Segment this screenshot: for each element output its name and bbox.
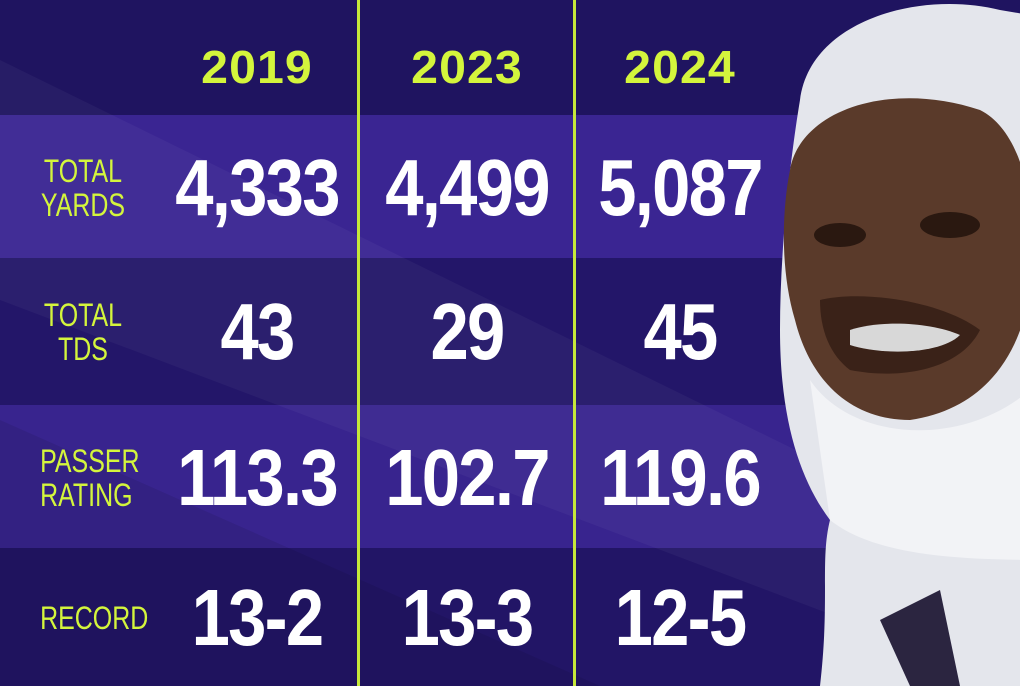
stat-value: 13-2 xyxy=(191,573,325,662)
row-label: TOTAL TDS xyxy=(43,297,123,367)
row-label: PASSER RATING xyxy=(40,443,140,513)
stat-value: 13-3 xyxy=(401,573,535,662)
row-label: RECORD xyxy=(40,600,149,636)
column-header: 2024 xyxy=(624,41,736,93)
column-divider xyxy=(573,0,576,686)
stat-value: 119.6 xyxy=(600,433,761,522)
player-photo xyxy=(780,4,1020,686)
stat-value: 5,087 xyxy=(598,143,763,232)
stat-value: 29 xyxy=(430,287,505,376)
stat-value: 43 xyxy=(220,287,295,376)
stat-value: 102.7 xyxy=(385,433,550,522)
stat-value: 113.3 xyxy=(177,433,338,522)
stat-value: 45 xyxy=(643,287,718,376)
column-header: 2019 xyxy=(201,41,313,93)
column-header: 2023 xyxy=(411,41,523,93)
row-label: TOTAL YARDS xyxy=(40,153,126,223)
column-divider xyxy=(357,0,360,686)
stat-value: 4,333 xyxy=(175,143,340,232)
stat-value: 4,499 xyxy=(385,143,550,232)
stat-value: 12-5 xyxy=(614,573,748,662)
